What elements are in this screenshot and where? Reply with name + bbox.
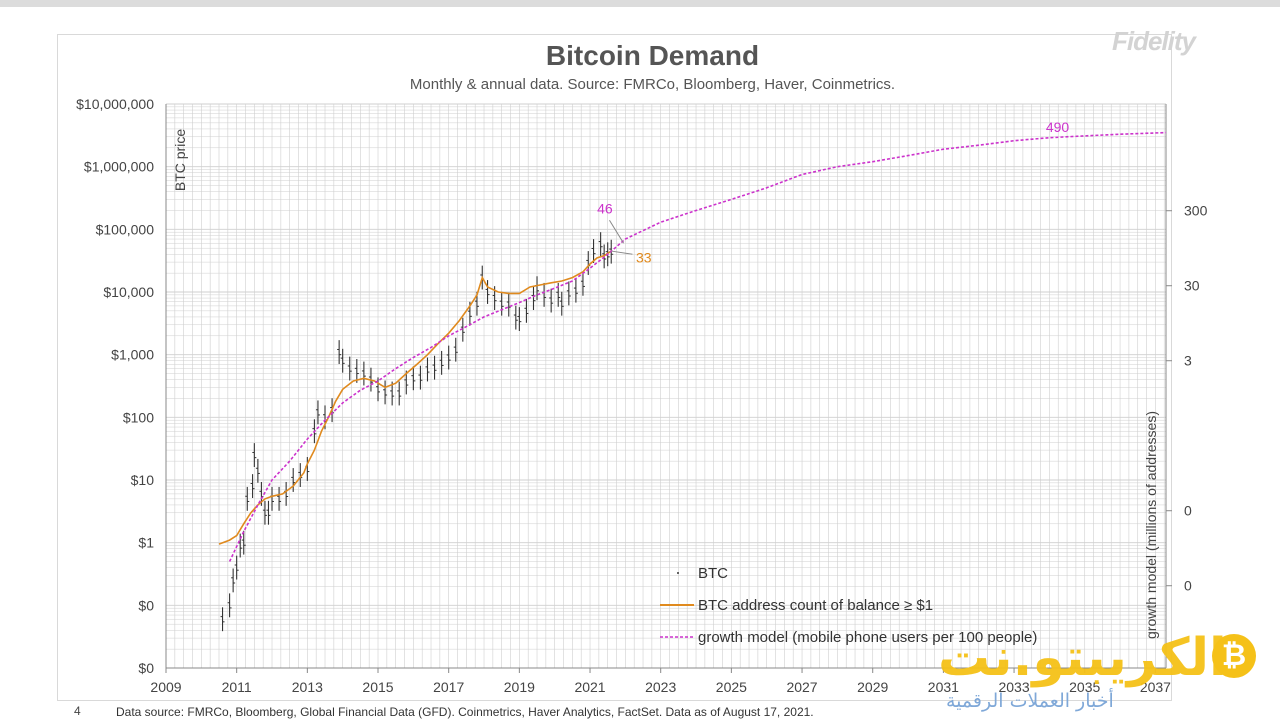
series-address-count: [218, 250, 612, 545]
legend-label: growth model (mobile phone users per 100…: [698, 629, 1037, 646]
y-left-tick-labels: $0 $0 $1 $10 $100 $1,000 $10,000 $100,000 $1,000…: [76, 96, 154, 676]
grid-lines: [165, 103, 1166, 669]
x-tick-label: 2025: [716, 679, 747, 695]
y-left-tick-label: $1,000,000: [84, 159, 154, 175]
x-tick-label: 2037: [1140, 679, 1171, 695]
axes: [165, 104, 1167, 669]
y-left-tick-label: $100,000: [96, 221, 155, 237]
y-left-tick-label: $0: [138, 597, 154, 613]
chart-title: Bitcoin Demand: [545, 40, 760, 71]
annotation-growth-now: 46: [597, 200, 613, 216]
footer-source: Data source: FMRCo, Bloomberg, Global Fi…: [116, 705, 814, 719]
annotation-growth-end: 490: [1046, 119, 1070, 135]
y-left-tick-label: $10,000,000: [76, 96, 154, 112]
y-right-tick-label: 3: [1184, 353, 1192, 369]
page-number: 4: [74, 704, 81, 718]
series-growth-model: [228, 131, 1167, 562]
x-tick-label: 2009: [150, 679, 181, 695]
y-left-tick-label: $1: [138, 535, 154, 551]
x-tick-label: 2017: [433, 679, 464, 695]
y-left-tick-label: $10: [131, 472, 155, 488]
growth-model-line: [228, 131, 1167, 562]
y-axis-label-right: growth model (millions of addresses): [1143, 411, 1159, 639]
x-tick-label: 2015: [362, 679, 393, 695]
annotations: 490 46 33: [597, 119, 1069, 266]
fidelity-logo: Fidelity: [1112, 26, 1196, 56]
x-tick-label: 2027: [786, 679, 817, 695]
watermark-title: الكريبتو.نت: [938, 628, 1227, 688]
annotation-leader-address: [611, 250, 633, 255]
chart-subtitle: Monthly & annual data. Source: FMRCo, Bl…: [409, 76, 896, 93]
y-axis-label-left: BTC price: [172, 129, 188, 191]
x-tick-label: 2031: [928, 679, 959, 695]
x-tick-label: 2013: [292, 679, 323, 695]
legend-label: BTC address count of balance ≥ $1: [698, 597, 933, 614]
x-tick-label: 2019: [504, 679, 535, 695]
legend-label: BTC: [698, 565, 728, 582]
annotation-address-now: 33: [636, 249, 652, 265]
x-tick-label: 2035: [1069, 679, 1100, 695]
address-count-line: [218, 250, 612, 545]
y-right-tick-label: 300: [1184, 203, 1208, 219]
x-tick-labels: 2009 2011 2013 2015 2017 2019 2021 2023 2025 2027…: [150, 668, 1171, 695]
y-right-tick-labels: 0 0 3 30 300: [1166, 203, 1208, 594]
annotation-leader-growth: [609, 220, 625, 244]
x-tick-label: 2033: [998, 679, 1029, 695]
legend: BTC BTC address count of balance ≥ $1 grow…: [660, 565, 1037, 646]
x-tick-label: 2029: [857, 679, 888, 695]
y-left-tick-label: $10,000: [103, 284, 154, 300]
x-tick-label: 2011: [222, 679, 252, 695]
y-right-tick-label: 0: [1184, 503, 1192, 519]
top-bar: [0, 0, 1280, 7]
y-left-tick-label: $100: [123, 409, 154, 425]
watermark-subtitle: أخبار العملات الرقمية: [946, 690, 1114, 712]
slide-frame: [57, 34, 1172, 701]
y-left-tick-label: $0: [138, 660, 154, 676]
x-tick-label: 2021: [574, 679, 605, 695]
y-right-tick-label: 30: [1184, 278, 1200, 294]
y-left-tick-label: $1,000: [111, 347, 154, 363]
x-tick-label: 2023: [645, 679, 676, 695]
y-right-tick-label: 0: [1184, 578, 1192, 594]
bitcoin-coin-icon: ₿: [1212, 634, 1256, 678]
